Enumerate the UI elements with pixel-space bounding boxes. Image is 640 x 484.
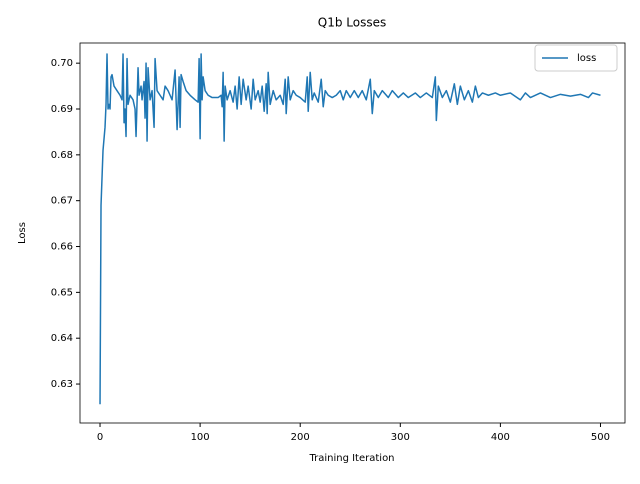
x-tick-label: 500 [591, 432, 610, 443]
x-tick-label: 300 [391, 432, 410, 443]
y-tick-label: 0.64 [51, 333, 73, 344]
y-tick-label: 0.67 [51, 196, 73, 207]
y-tick-label: 0.68 [51, 150, 73, 161]
y-tick-label: 0.66 [51, 242, 73, 253]
y-tick-label: 0.65 [51, 287, 73, 298]
y-tick-label: 0.63 [51, 379, 73, 390]
x-tick-label: 0 [97, 432, 103, 443]
line [99, 53, 601, 405]
legend-box [534, 44, 618, 72]
x-tick-label: 400 [491, 432, 510, 443]
y-axis-label: Loss [17, 222, 28, 244]
x-tick-label: 100 [191, 432, 210, 443]
x-tick-label: 200 [291, 432, 310, 443]
y-tick-label: 0.70 [51, 58, 73, 69]
x-axis-label: Training Iteration [308, 453, 394, 464]
legend-label: loss [577, 53, 596, 64]
y-tick-label: 0.69 [51, 104, 73, 115]
chart-title: Q1b Losses [318, 16, 386, 30]
plot-frame [79, 42, 626, 424]
